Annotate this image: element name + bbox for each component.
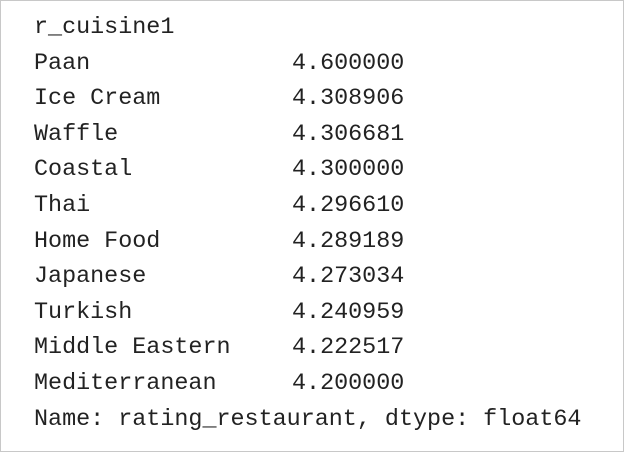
row-value: 4.296610 [292,193,405,219]
series-footer: Name: rating_restaurant, dtype: float64 [34,406,582,433]
row-value: 4.240959 [292,299,405,326]
row-label: Home Food [34,228,161,255]
row-label: Mediterranean [34,371,217,397]
row-label: Ice Cream [34,86,161,113]
row-label: Middle Eastern [34,335,231,362]
row-label: Waffle [34,121,119,148]
row-label: Japanese [34,264,147,291]
row-value: 4.306681 [292,121,405,148]
row-label: Thai [34,193,91,219]
row-value: 4.222517 [292,335,405,362]
index-name: r_cuisine1 [34,15,175,41]
row-label: Paan [34,50,91,77]
row-label: Turkish [34,299,133,326]
row-value: 4.600000 [292,50,405,77]
row-value: 4.273034 [292,264,405,291]
row-value: 4.200000 [292,371,405,397]
row-value: 4.300000 [292,157,405,184]
row-label: Coastal [34,157,133,184]
row-value: 4.308906 [292,86,405,113]
row-value: 4.289189 [292,228,405,255]
